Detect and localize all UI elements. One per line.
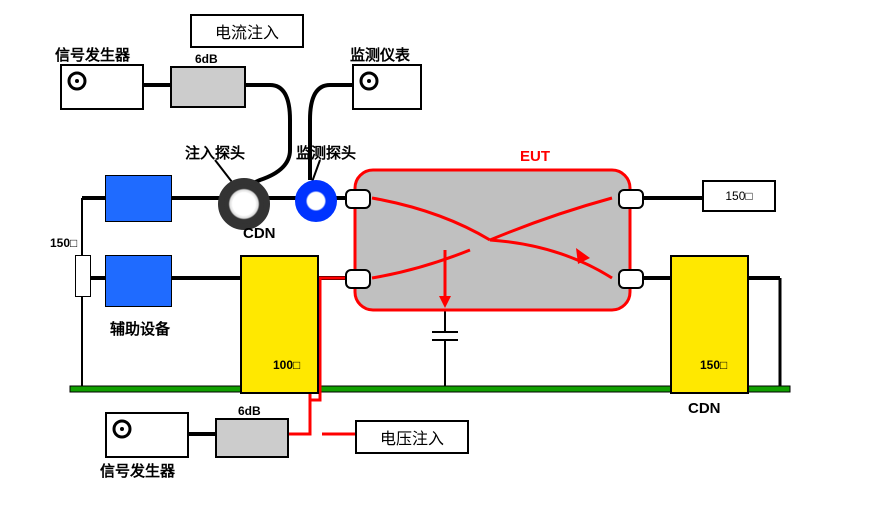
- signal-generator-bottom: [105, 412, 189, 458]
- monitor-probe-label: 监测探头: [296, 142, 356, 163]
- current-injection-box: 电流注入: [190, 14, 304, 48]
- termination-150-box: 150□: [702, 180, 776, 212]
- aux-equipment-label: 辅助设备: [110, 318, 170, 339]
- attenuator-bottom: [215, 418, 289, 458]
- attenuator-top: [170, 66, 246, 108]
- eut-connector-top-right: [618, 189, 644, 209]
- aux-blue-top: [105, 175, 172, 222]
- cdn-left: [240, 255, 319, 394]
- atten-top-label: 6dB: [195, 52, 218, 66]
- signal-generator-bottom-label: 信号发生器: [100, 460, 175, 481]
- res-150-yellow-right-label: 150□: [700, 358, 727, 372]
- res-150-left: [75, 255, 91, 297]
- res-100-yellow-label: 100□: [273, 358, 300, 372]
- eut-connector-top-left: [345, 189, 371, 209]
- cdn-left-label: CDN: [243, 225, 276, 242]
- voltage-injection-box: 电压注入: [355, 420, 469, 454]
- eut-label: EUT: [520, 148, 550, 165]
- signal-generator-top-label: 信号发生器: [55, 44, 130, 65]
- injection-probe: [218, 178, 270, 230]
- voltage-injection-label: 电压注入: [380, 425, 444, 449]
- signal-generator-top: [60, 64, 144, 110]
- current-injection-label: 电流注入: [215, 19, 279, 43]
- aux-blue-bottom: [105, 255, 172, 307]
- termination-150-label: 150□: [725, 189, 752, 203]
- eut-connector-bottom-right: [618, 269, 644, 289]
- monitor-meter-box: [352, 64, 422, 110]
- injection-probe-label: 注入探头: [185, 142, 245, 163]
- monitor-probe: [295, 180, 337, 222]
- atten-bottom-label: 6dB: [238, 404, 261, 418]
- cdn-right-label: CDN: [688, 400, 721, 417]
- eut-connector-bottom-left: [345, 269, 371, 289]
- monitor-meter-label: 监测仪表: [350, 44, 410, 65]
- cdn-right: [670, 255, 749, 394]
- res-150-left-label: 150□: [50, 236, 77, 250]
